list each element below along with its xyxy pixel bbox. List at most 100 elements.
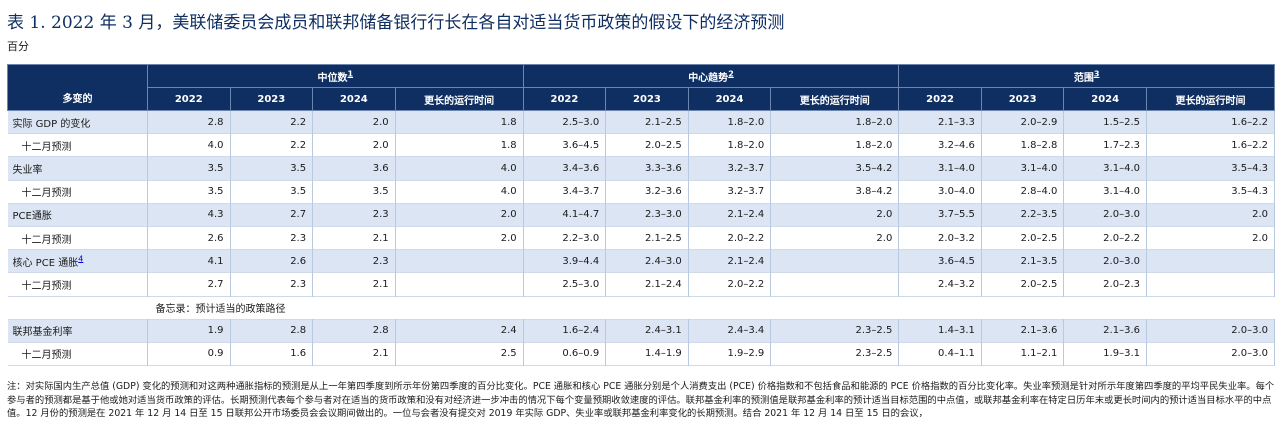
table-row: 联邦基金利率 1.9 2.8 2.8 2.4 1.6–2.4 2.4–3.1 2.4–3.4 2… [7,319,1276,343]
footnote-link-1[interactable]: 1 [347,69,354,79]
value-cell: 2.1–2.4 [605,272,689,296]
value-cell: 2.1–3.3 [898,110,982,134]
value-cell: 2.0–2.2 [687,226,772,250]
value-cell: 1.9–2.9 [687,342,772,366]
value-cell: 4.1–4.7 [522,203,607,227]
page-title: 表 1. 2022 年 3 月，美联储委员会成员和联邦储备银行行长在各自对适当货… [7,13,785,33]
value-cell: 2.6 [229,249,314,273]
value-cell: 2.8 [147,110,231,134]
value-cell: 3.5 [229,180,314,204]
value-cell: 3.5–4.3 [1145,156,1276,181]
value-cell: 2.0–2.3 [1063,272,1147,296]
value-cell: 2.8 [312,319,396,343]
row-label: 十二月预测 [7,272,148,296]
value-cell: 2.3 [312,249,396,273]
table-row: 十二月预测 0.9 1.6 2.1 2.5 0.6–0.9 1.4–1.9 1.9–2.9 2.… [7,342,1276,366]
year-header-cell: 2022 [522,87,607,111]
table-row: 十二月预测 3.5 3.5 3.5 4.0 3.4–3.7 3.2–3.6 3.2–3.7 3.… [7,180,1276,204]
value-cell: 3.5–4.2 [770,156,900,181]
value-cell: 2.0–2.2 [687,272,772,296]
value-cell: 2.6 [147,226,231,250]
row-label: 实际 GDP 的变化 [7,110,148,134]
value-cell: 2.4–3.1 [605,319,689,343]
value-cell: 3.2–3.7 [687,180,772,204]
year-header-cell: 2024 [1063,87,1147,111]
value-cell: 3.2–4.6 [898,133,982,157]
year-header-cell: 2023 [980,87,1065,111]
value-cell: 3.8–4.2 [770,180,900,204]
value-cell: 3.4–3.6 [522,156,607,181]
year-header-cell: 更长的运行时间 [1145,87,1276,111]
row-label: 失业率 [7,156,148,181]
value-cell: 2.0–3.0 [1063,203,1147,227]
value-cell: 3.0–4.0 [898,180,982,204]
value-cell: 2.1–2.4 [687,203,772,227]
value-cell: 2.3 [312,203,396,227]
value-cell: 2.1–3.6 [980,319,1065,343]
row-label: 十二月预测 [7,226,148,250]
group-header-central-tendency: 中心趋势2 [522,64,900,88]
value-cell [1145,272,1276,296]
value-cell: 2.0–3.0 [1145,319,1276,343]
value-cell: 2.1–2.4 [687,249,772,273]
value-cell: 3.9–4.4 [522,249,607,273]
value-cell: 2.0–2.5 [605,133,689,157]
value-cell: 2.0–2.5 [980,272,1065,296]
value-cell: 2.2 [229,133,314,157]
value-cell: 2.3–2.5 [770,319,900,343]
value-cell: 1.8–2.0 [687,110,772,134]
value-cell: 2.2–3.5 [980,203,1065,227]
value-cell: 2.5–3.0 [522,272,607,296]
value-cell: 4.3 [147,203,231,227]
table-row: 十二月预测 2.6 2.3 2.1 2.0 2.2–3.0 2.1–2.5 2.0–2.2 2.… [7,226,1276,250]
table-row: 实际 GDP 的变化 2.8 2.2 2.0 1.8 2.5–3.0 2.1–2.5 1.8–… [7,110,1276,134]
table-body: 实际 GDP 的变化 2.8 2.2 2.0 1.8 2.5–3.0 2.1–2.5 1.8–… [7,110,1276,366]
value-cell: 3.5–4.3 [1145,180,1276,204]
value-cell [394,272,524,296]
table-row: 十二月预测 4.0 2.2 2.0 1.8 3.6–4.5 2.0–2.5 1.8–2.0 1.… [7,133,1276,157]
value-cell: 2.4–3.2 [898,272,982,296]
value-cell: 2.1 [312,272,396,296]
value-cell: 3.1–4.0 [980,156,1065,181]
footnote-link-4[interactable]: 4 [78,254,84,264]
value-cell: 2.7 [147,272,231,296]
row-label: 十二月预测 [7,180,148,204]
value-cell: 1.9 [147,319,231,343]
year-header-row: 2022 2023 2024 更长的运行时间 2022 2023 2024 更长的运行时间 20… [8,87,1276,111]
value-cell: 2.4 [394,319,524,343]
value-cell: 3.6–4.5 [522,133,607,157]
value-cell [394,249,524,273]
value-cell: 2.0–3.0 [1063,249,1147,273]
value-cell: 2.0–2.2 [1063,226,1147,250]
value-cell: 1.8 [394,110,524,134]
table-footnote: 注：对实际国内生产总值 (GDP) 变化的预测和对这两种通胀指标的预测是从上一年… [7,381,1275,420]
value-cell: 1.8 [394,133,524,157]
value-cell: 1.8–2.0 [770,110,900,134]
projections-table: 多变的 中位数1 中心趋势2 范围3 2022 2023 2024 更长的运行时间 20… [7,64,1276,367]
row-label: 十二月预测 [7,342,148,366]
year-header-cell: 2023 [605,87,689,111]
projections-table-wrapper: 多变的 中位数1 中心趋势2 范围3 2022 2023 2024 更长的运行时间 20… [7,64,1276,367]
year-header-cell: 更长的运行时间 [770,87,900,111]
value-cell: 0.4–1.1 [898,342,982,366]
value-cell: 2.0–2.5 [980,226,1065,250]
value-cell: 4.0 [147,133,231,157]
value-cell: 1.6–2.2 [1145,110,1276,134]
year-header-cell: 2024 [687,87,772,111]
value-cell: 1.5–2.5 [1063,110,1147,134]
value-cell: 2.3–3.0 [605,203,689,227]
value-cell: 2.2 [229,110,314,134]
table-row: 核心 PCE 通胀4 4.1 2.6 2.3 3.9–4.4 2.4–3.0 2.1–2.4… [7,249,1276,273]
value-cell: 2.0 [1145,203,1276,227]
footnote-link-2[interactable]: 2 [728,69,734,79]
value-cell: 3.1–4.0 [1063,156,1147,181]
footnote-link-3[interactable]: 3 [1093,69,1100,79]
value-cell: 0.6–0.9 [522,342,607,366]
value-cell: 2.1–2.5 [605,110,689,134]
value-cell: 2.5 [394,342,524,366]
group-header-median: 中位数1 [147,64,524,88]
value-cell: 2.3 [229,272,314,296]
value-cell: 2.3 [229,226,314,250]
value-cell: 4.0 [394,156,524,181]
value-cell: 1.7–2.3 [1063,133,1147,157]
